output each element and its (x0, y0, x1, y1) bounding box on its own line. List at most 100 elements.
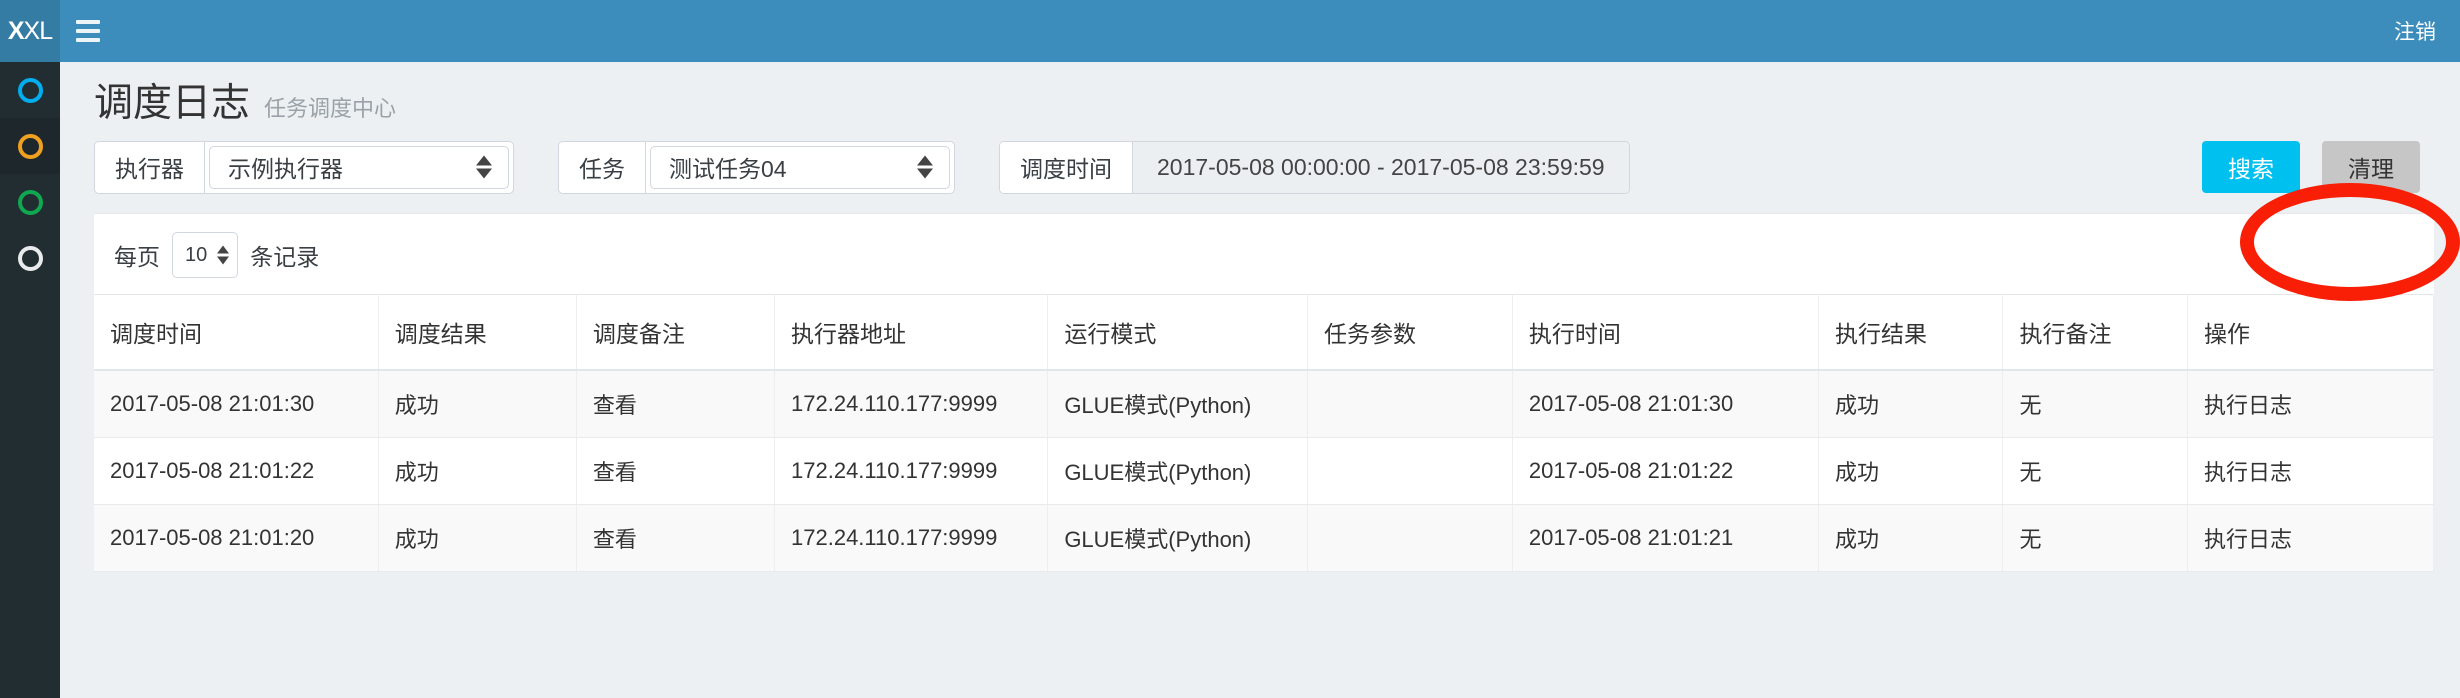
cell-execute-remark: 无 (2002, 437, 2188, 505)
search-button[interactable]: 搜索 (2202, 141, 2300, 193)
cell-job-params (1307, 504, 1513, 572)
cell-executor-address: 172.24.110.177:9999 (774, 370, 1049, 438)
table-row: 2017-05-08 21:01:20 成功 查看 172.24.110.177… (94, 504, 2435, 572)
sidebar-item-1[interactable] (0, 62, 60, 118)
executor-select[interactable]: 示例执行器 (209, 145, 509, 189)
time-range-value: 2017-05-08 00:00:00 - 2017-05-08 23:59:5… (1157, 153, 1605, 180)
sidebar-item-3[interactable] (0, 174, 60, 230)
logout-link[interactable]: 注销 (2394, 21, 2436, 44)
table-body: 2017-05-08 21:01:30 成功 查看 172.24.110.177… (94, 370, 2435, 572)
per-page-select[interactable]: 10 (172, 232, 239, 278)
left-sidebar (0, 62, 60, 698)
main-content: 调度日志 任务调度中心 执行器 示例执行器 任务 测试任务04 (60, 62, 2460, 698)
cell-schedule-remark-link[interactable]: 查看 (576, 504, 776, 572)
cell-execute-remark: 无 (2002, 370, 2188, 438)
cell-action-log-link[interactable]: 执行日志 (2187, 504, 2435, 572)
page-subtitle: 任务调度中心 (264, 96, 397, 121)
chevron-down-icon (217, 256, 230, 265)
executor-select-value: 示例执行器 (228, 156, 343, 182)
sidebar-item-2[interactable] (0, 118, 60, 174)
table-row: 2017-05-08 21:01:22 成功 查看 172.24.110.177… (94, 437, 2435, 505)
filter-bar: 执行器 示例执行器 任务 测试任务04 (94, 137, 2460, 197)
executor-filter-group: 执行器 示例执行器 (94, 140, 514, 194)
circle-icon (17, 189, 43, 215)
page-title: 调度日志 (94, 82, 251, 125)
chevron-updown-icon (476, 155, 492, 179)
app-logo[interactable]: XXL (0, 0, 60, 62)
per-page-control: 每页 10 条记录 (94, 214, 2434, 294)
col-execute-time[interactable]: 执行时间 (1512, 294, 1820, 371)
job-select-value: 测试任务04 (669, 156, 787, 182)
job-filter-label: 任务 (559, 141, 646, 193)
cell-action-log-link[interactable]: 执行日志 (2187, 437, 2435, 505)
col-execute-result[interactable]: 执行结果 (1818, 294, 2004, 371)
cell-job-params (1307, 437, 1513, 505)
per-page-prefix: 每页 (114, 244, 160, 270)
cell-schedule-remark-link[interactable]: 查看 (576, 437, 776, 505)
logo-rest: XL (23, 16, 54, 45)
cell-run-mode: GLUE模式(Python) (1047, 504, 1308, 572)
cell-execute-time: 2017-05-08 21:01:21 (1512, 504, 1820, 572)
per-page-value: 10 (185, 243, 208, 266)
cell-execute-result: 成功 (1818, 504, 2004, 572)
job-filter-group: 任务 测试任务04 (558, 140, 955, 194)
sidebar-item-4[interactable] (0, 230, 60, 286)
col-execute-remark[interactable]: 执行备注 (2002, 294, 2188, 371)
cell-execute-result: 成功 (1818, 437, 2004, 505)
table-header-row: 调度时间 调度结果 调度备注 执行器地址 运行模式 任务参数 执行时间 执行结果… (94, 294, 2435, 371)
page-header: 调度日志 任务调度中心 (60, 62, 2460, 137)
cell-execute-remark: 无 (2002, 504, 2188, 572)
cell-run-mode: GLUE模式(Python) (1047, 437, 1308, 505)
col-schedule-result[interactable]: 调度结果 (378, 294, 577, 371)
col-executor-address[interactable]: 执行器地址 (774, 294, 1049, 371)
circle-icon (17, 245, 43, 271)
cell-schedule-time: 2017-05-08 21:01:22 (94, 437, 379, 505)
cell-run-mode: GLUE模式(Python) (1047, 370, 1308, 438)
cell-schedule-time: 2017-05-08 21:01:20 (94, 504, 379, 572)
col-action[interactable]: 操作 (2187, 294, 2435, 371)
chevron-updown-icon (917, 155, 933, 179)
job-select[interactable]: 测试任务04 (650, 145, 950, 189)
circle-icon (17, 133, 43, 159)
circle-icon (17, 77, 43, 103)
logo-bold: X (7, 16, 25, 45)
col-run-mode[interactable]: 运行模式 (1047, 294, 1308, 371)
cell-executor-address: 172.24.110.177:9999 (774, 437, 1049, 505)
cell-execute-time: 2017-05-08 21:01:30 (1512, 370, 1820, 438)
cell-executor-address: 172.24.110.177:9999 (774, 504, 1049, 572)
cell-action-log-link[interactable]: 执行日志 (2187, 370, 2435, 438)
cell-schedule-remark-link[interactable]: 查看 (576, 370, 776, 438)
hamburger-bar (76, 20, 100, 24)
chevron-down-icon (917, 168, 933, 179)
logo-text: XXL (7, 16, 54, 46)
hamburger-bar (76, 29, 100, 33)
time-filter-label: 调度时间 (1000, 141, 1133, 193)
col-schedule-time[interactable]: 调度时间 (94, 294, 379, 371)
time-filter-group: 调度时间 2017-05-08 00:00:00 - 2017-05-08 23… (999, 140, 1630, 194)
hamburger-bar (76, 38, 100, 42)
cell-execute-result: 成功 (1818, 370, 2004, 438)
chevron-up-icon (217, 245, 230, 254)
cell-schedule-result: 成功 (378, 504, 577, 572)
executor-filter-label: 执行器 (95, 141, 205, 193)
clear-button[interactable]: 清理 (2322, 141, 2420, 193)
top-navbar: XXL 注销 (0, 0, 2460, 62)
cell-schedule-result: 成功 (378, 437, 577, 505)
cell-schedule-time: 2017-05-08 21:01:30 (94, 370, 379, 438)
time-range-input[interactable]: 2017-05-08 00:00:00 - 2017-05-08 23:59:5… (1133, 141, 1629, 193)
chevron-updown-icon (217, 245, 230, 265)
per-page-suffix: 条记录 (250, 244, 320, 270)
filter-actions: 搜索 清理 (2202, 141, 2460, 193)
log-panel: 每页 10 条记录 调度时间 调度 (94, 213, 2435, 572)
cell-schedule-result: 成功 (378, 370, 577, 438)
cell-execute-time: 2017-05-08 21:01:22 (1512, 437, 1820, 505)
col-job-params[interactable]: 任务参数 (1307, 294, 1513, 371)
chevron-up-icon (917, 155, 933, 166)
table-head: 调度时间 调度结果 调度备注 执行器地址 运行模式 任务参数 执行时间 执行结果… (94, 294, 2435, 371)
chevron-down-icon (476, 168, 492, 179)
chevron-up-icon (476, 155, 492, 166)
hamburger-icon[interactable] (60, 0, 116, 62)
col-schedule-remark[interactable]: 调度备注 (576, 294, 776, 371)
cell-job-params (1307, 370, 1513, 438)
